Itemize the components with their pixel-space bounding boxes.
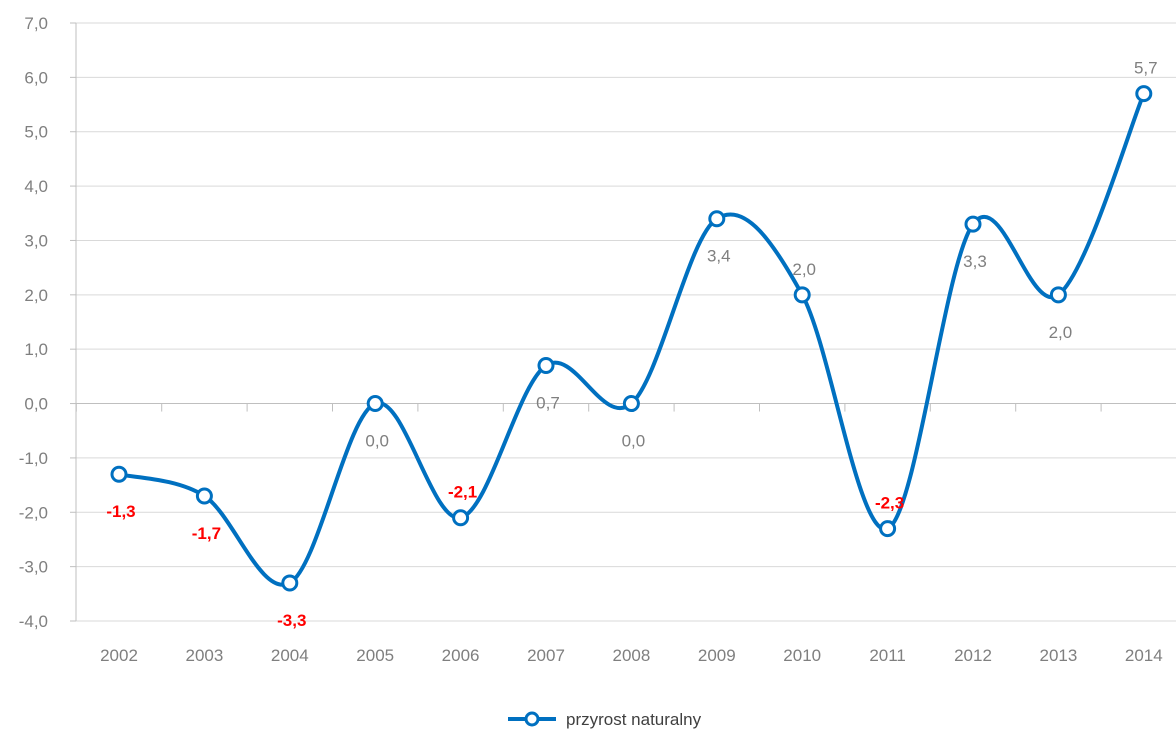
data-point-marker	[1051, 288, 1065, 302]
series-layer	[119, 94, 1144, 585]
data-label: 2,0	[1049, 323, 1073, 342]
legend: przyrost naturalny	[508, 710, 702, 729]
data-label: 0,0	[365, 432, 389, 451]
data-labels: -1,3 -1,7 -3,3 0,0 -2,1 0,7 0,0 3,4 2,0 -2,3 3,3 2,…	[106, 59, 1157, 630]
y-tick-label: 2,0	[24, 286, 48, 305]
data-label: -2,1	[448, 483, 477, 502]
y-tick-label: -2,0	[19, 503, 48, 522]
data-label: -1,3	[106, 502, 135, 521]
data-point-marker	[197, 489, 211, 503]
x-tick-label: 2005	[356, 646, 394, 665]
data-point-marker	[539, 358, 553, 372]
x-tick-label: 2014	[1125, 646, 1163, 665]
data-label: 2,0	[792, 260, 816, 279]
data-point-marker	[283, 576, 297, 590]
y-tick-label: -3,0	[19, 558, 48, 577]
data-label: 3,4	[707, 247, 731, 266]
data-label: 0,7	[536, 393, 560, 412]
y-tick-labels: -4,0 -3,0 -2,0 -1,0 0,0 1,0 2,0 3,0 4,0 5,0 6,0 7,0	[19, 14, 48, 631]
data-point-marker	[710, 212, 724, 226]
y-tick-label: 6,0	[24, 68, 48, 87]
data-point-marker	[881, 522, 895, 536]
data-label: 3,3	[963, 252, 987, 271]
y-tick-label: 0,0	[24, 395, 48, 414]
x-tick-label: 2004	[271, 646, 309, 665]
data-point-marker	[368, 397, 382, 411]
y-tick-label: -1,0	[19, 449, 48, 468]
y-tick-label: 7,0	[24, 14, 48, 33]
x-tick-label: 2013	[1039, 646, 1077, 665]
x-tick-labels: 2002 2003 2004 2005 2006 2007 2008 2009 2010 2011…	[100, 646, 1163, 665]
x-tick-label: 2008	[612, 646, 650, 665]
markers	[112, 87, 1151, 590]
data-point-marker	[966, 217, 980, 231]
y-tick-label: -4,0	[19, 612, 48, 631]
x-tick-label: 2002	[100, 646, 138, 665]
y-tick-label: 3,0	[24, 231, 48, 250]
data-label: 0,0	[622, 432, 646, 451]
data-label: -2,3	[875, 494, 904, 513]
series-line-przyrost-naturalny	[119, 94, 1144, 585]
data-point-marker	[454, 511, 468, 525]
y-tick-label: 1,0	[24, 340, 48, 359]
data-point-marker	[112, 467, 126, 481]
data-point-marker	[624, 397, 638, 411]
data-label: -3,3	[277, 611, 306, 630]
data-label: 5,7	[1134, 59, 1158, 78]
x-tick-label: 2006	[442, 646, 480, 665]
data-point-marker	[1137, 87, 1151, 101]
legend-marker-swatch	[526, 713, 538, 725]
x-tick-label: 2011	[869, 646, 906, 665]
x-tick-label: 2007	[527, 646, 565, 665]
x-tick-label: 2009	[698, 646, 736, 665]
y-tick-label: 4,0	[24, 177, 48, 196]
y-tick-label: 5,0	[24, 123, 48, 142]
data-point-marker	[795, 288, 809, 302]
x-tick-label: 2003	[185, 646, 223, 665]
legend-entry-label: przyrost naturalny	[566, 710, 702, 729]
grid-lines	[76, 23, 1176, 621]
data-label: -1,7	[192, 524, 221, 543]
x-tick-label: 2010	[783, 646, 821, 665]
x-tick-label: 2012	[954, 646, 992, 665]
